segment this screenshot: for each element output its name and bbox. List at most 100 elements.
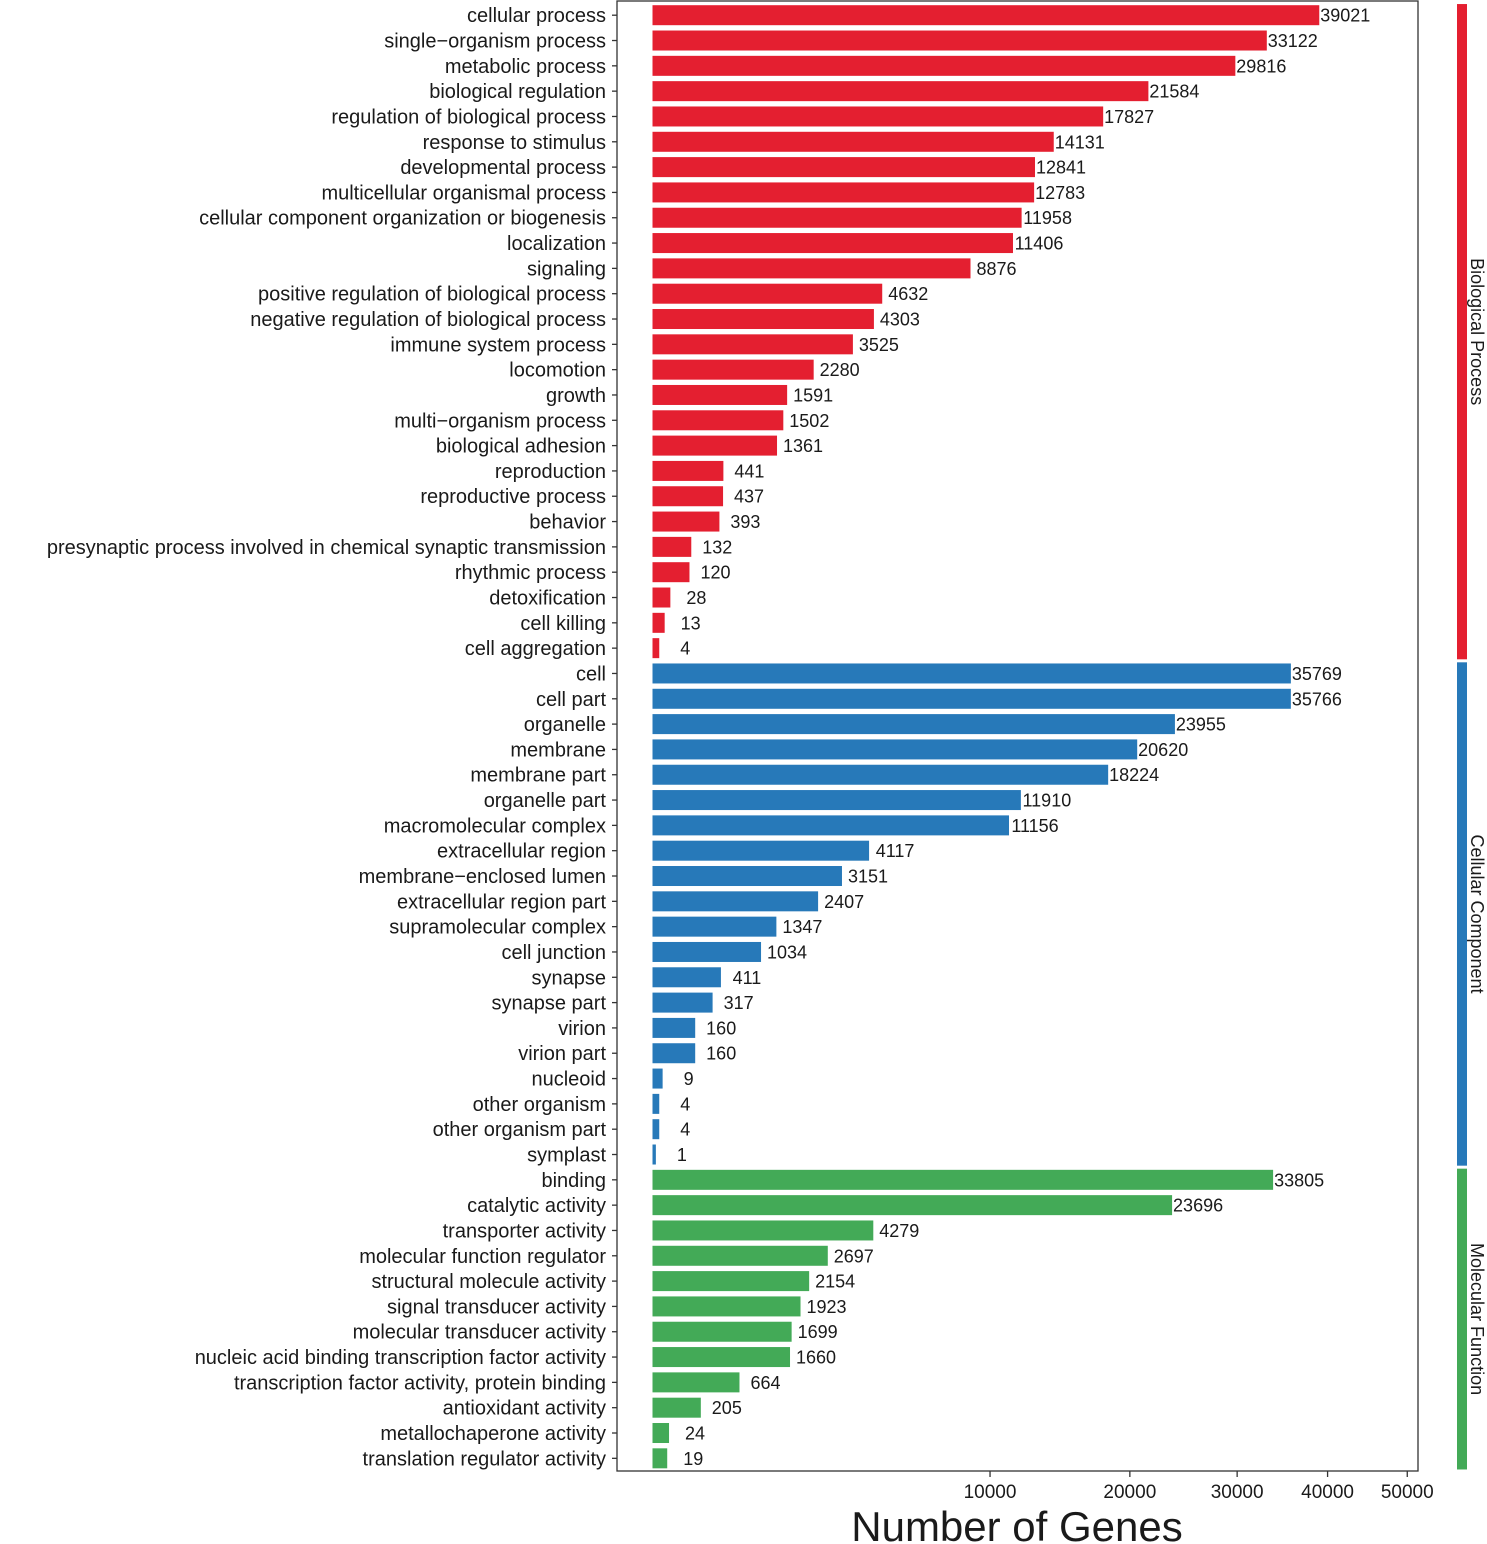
value-label: 23696 bbox=[1173, 1196, 1223, 1216]
value-label: 14131 bbox=[1055, 132, 1105, 152]
value-label: 4279 bbox=[879, 1221, 919, 1241]
bar-0-25 bbox=[652, 638, 660, 659]
category-label: single−organism process bbox=[384, 31, 606, 53]
category-label: other organism part bbox=[433, 1119, 607, 1141]
category-label: membrane−enclosed lumen bbox=[359, 866, 606, 888]
bar-1-11 bbox=[652, 941, 762, 962]
value-label: 4303 bbox=[880, 310, 920, 330]
value-label: 160 bbox=[706, 1044, 736, 1064]
category-label: regulation of biological process bbox=[331, 106, 606, 128]
bar-1-16 bbox=[652, 1068, 663, 1089]
category-label: organelle part bbox=[484, 790, 607, 812]
value-label: 2154 bbox=[815, 1272, 855, 1292]
bar-0-16 bbox=[652, 410, 784, 431]
category-label: reproductive process bbox=[420, 486, 606, 508]
bar-0-7 bbox=[652, 182, 1035, 203]
group-label-1: Cellular Component bbox=[1467, 834, 1487, 993]
value-label: 19 bbox=[683, 1449, 703, 1469]
x-tick-label: 10000 bbox=[964, 1482, 1017, 1503]
value-label: 2697 bbox=[834, 1246, 874, 1266]
category-label: organelle bbox=[524, 714, 606, 736]
bar-1-6 bbox=[652, 815, 1010, 836]
value-label: 13 bbox=[681, 613, 701, 633]
bar-2-10 bbox=[652, 1423, 670, 1444]
bars-layer bbox=[652, 5, 1320, 1469]
value-label: 21584 bbox=[1149, 82, 1199, 102]
value-label: 9 bbox=[684, 1069, 694, 1089]
value-label: 11958 bbox=[1023, 208, 1072, 228]
bar-2-4 bbox=[652, 1271, 810, 1292]
category-labels-layer: cellular process single−organism process m… bbox=[47, 5, 617, 1470]
value-label: 4632 bbox=[888, 284, 928, 304]
x-tick-label: 20000 bbox=[1103, 1482, 1156, 1503]
x-tick-label: 40000 bbox=[1301, 1482, 1354, 1503]
category-label: nucleoid bbox=[531, 1069, 606, 1091]
bar-1-13 bbox=[652, 992, 713, 1013]
value-label: 24 bbox=[685, 1424, 705, 1444]
value-label: 33122 bbox=[1268, 31, 1318, 51]
value-label: 39021 bbox=[1320, 6, 1370, 26]
value-label: 1034 bbox=[767, 942, 807, 962]
category-label: signal transducer activity bbox=[387, 1296, 606, 1318]
value-label: 1660 bbox=[796, 1348, 836, 1368]
value-label: 2280 bbox=[820, 360, 860, 380]
bar-0-3 bbox=[652, 81, 1149, 102]
category-label: developmental process bbox=[400, 157, 606, 179]
category-label: extracellular region bbox=[437, 841, 606, 863]
category-label: reproduction bbox=[495, 461, 606, 483]
value-label: 11910 bbox=[1023, 791, 1072, 811]
bar-0-12 bbox=[652, 309, 874, 330]
bar-0-9 bbox=[652, 233, 1013, 254]
value-label: 160 bbox=[706, 1018, 736, 1038]
category-label: negative regulation of biological proces… bbox=[250, 309, 606, 331]
category-label: multicellular organismal process bbox=[321, 182, 606, 204]
category-label: binding bbox=[541, 1170, 606, 1192]
category-label: antioxidant activity bbox=[443, 1398, 606, 1420]
category-label: locomotion bbox=[509, 360, 606, 382]
category-label: membrane part bbox=[470, 765, 606, 787]
value-label: 29816 bbox=[1236, 56, 1286, 76]
category-label: presynaptic process involved in chemical… bbox=[47, 537, 606, 559]
value-label: 11406 bbox=[1015, 234, 1064, 254]
value-label: 35769 bbox=[1292, 664, 1342, 684]
category-label: molecular function regulator bbox=[359, 1246, 606, 1268]
bar-0-10 bbox=[652, 258, 971, 279]
group-strip-0 bbox=[1457, 4, 1467, 660]
category-label: transcription factor activity, protein b… bbox=[234, 1372, 606, 1394]
category-label: signaling bbox=[527, 258, 606, 280]
bar-2-8 bbox=[652, 1372, 740, 1393]
value-label: 132 bbox=[702, 537, 732, 557]
bar-0-17 bbox=[652, 435, 778, 456]
bar-1-7 bbox=[652, 840, 870, 861]
bar-0-5 bbox=[652, 131, 1054, 152]
bar-0-0 bbox=[652, 5, 1320, 26]
value-label: 11156 bbox=[1011, 816, 1058, 836]
category-label: other organism bbox=[473, 1094, 606, 1116]
value-label: 33805 bbox=[1274, 1170, 1324, 1190]
category-label: positive regulation of biological proces… bbox=[258, 284, 606, 306]
category-label: metallochaperone activity bbox=[380, 1423, 606, 1445]
bar-1-5 bbox=[652, 790, 1021, 811]
category-label: cell part bbox=[536, 689, 606, 711]
bar-0-21 bbox=[652, 536, 692, 557]
bar-1-10 bbox=[652, 916, 777, 937]
bar-2-9 bbox=[652, 1397, 701, 1418]
category-label: catalytic activity bbox=[467, 1195, 606, 1217]
bar-1-1 bbox=[652, 688, 1291, 709]
category-label: biological regulation bbox=[429, 81, 606, 103]
category-label: translation regulator activity bbox=[363, 1448, 606, 1470]
value-label: 1347 bbox=[782, 917, 822, 937]
bar-2-1 bbox=[652, 1195, 1173, 1216]
category-label: extracellular region part bbox=[397, 891, 606, 913]
category-label: virion bbox=[558, 1018, 606, 1040]
category-label: immune system process bbox=[390, 334, 606, 356]
bar-1-17 bbox=[652, 1093, 660, 1114]
category-label: behavior bbox=[529, 512, 606, 534]
bar-1-19 bbox=[652, 1144, 656, 1165]
bar-1-9 bbox=[652, 891, 819, 912]
group-label-2: Molecular Function bbox=[1467, 1243, 1487, 1395]
value-label: 1923 bbox=[806, 1297, 846, 1317]
bar-0-19 bbox=[652, 486, 724, 507]
bar-2-2 bbox=[652, 1220, 874, 1241]
value-label: 1502 bbox=[789, 411, 829, 431]
